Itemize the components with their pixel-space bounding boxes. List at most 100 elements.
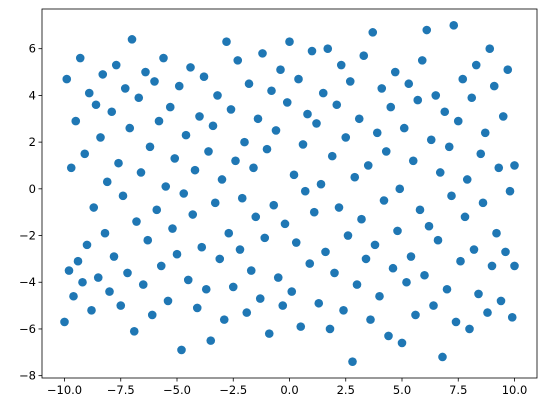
scatter-point: [237, 193, 247, 203]
scatter-point: [462, 175, 472, 184]
scatter-point: [469, 245, 479, 254]
x-tick-label: 5.0: [393, 383, 411, 397]
scatter-point: [467, 93, 477, 103]
scatter-point: [105, 287, 114, 296]
scatter-point: [69, 291, 78, 301]
scatter-point: [66, 163, 76, 173]
scatter-point: [395, 184, 405, 194]
scatter-point: [375, 291, 384, 301]
scatter-point: [100, 228, 110, 238]
scatter-point: [366, 315, 375, 324]
scatter-point: [379, 196, 389, 205]
scatter-point: [381, 147, 391, 156]
scatter-point: [343, 231, 353, 240]
scatter-point: [240, 137, 249, 147]
scatter-point: [249, 163, 258, 173]
scatter-point: [487, 261, 497, 271]
scatter-point: [507, 312, 517, 322]
scatter-point: [435, 168, 445, 177]
scatter-point: [246, 266, 256, 275]
scatter-point: [269, 200, 279, 210]
scatter-point: [352, 280, 362, 289]
scatter-point: [442, 284, 452, 294]
scatter-point: [476, 149, 486, 159]
x-tick-label: 2.5: [337, 383, 355, 397]
scatter-point: [179, 189, 189, 198]
scatter-point: [226, 105, 236, 114]
scatter-point: [228, 282, 238, 292]
scatter-point: [192, 303, 202, 313]
scatter-point: [492, 228, 501, 238]
scatter-point: [318, 88, 328, 98]
scatter-point: [174, 81, 184, 91]
scatter-point: [278, 301, 288, 310]
scatter-point: [273, 273, 283, 282]
scatter-point: [222, 37, 231, 46]
y-tick-label: 4: [29, 88, 36, 102]
scatter-point: [71, 116, 81, 126]
x-tick-label: −10.0: [47, 383, 82, 397]
scatter-point: [78, 277, 87, 287]
scatter-point: [440, 107, 450, 117]
scatter-point: [251, 212, 261, 222]
scatter-point: [314, 298, 324, 308]
scatter-point: [152, 205, 162, 215]
scatter-point: [321, 247, 330, 257]
scatter-point: [417, 56, 427, 65]
scatter-point: [474, 289, 483, 299]
scatter-point: [393, 226, 402, 236]
scatter-point: [219, 315, 229, 324]
scatter-point: [390, 67, 400, 77]
scatter-point: [406, 252, 416, 261]
scatter-point: [235, 245, 245, 254]
scatter-point: [253, 114, 263, 124]
scatter-point: [172, 249, 182, 259]
scatter-point: [89, 203, 99, 212]
scatter-point: [498, 112, 508, 121]
scatter-point: [129, 326, 139, 336]
scatter-point: [372, 128, 382, 138]
scatter-point: [420, 270, 429, 280]
scatter-point: [339, 305, 348, 315]
scatter-point: [190, 165, 200, 175]
scatter-point: [402, 277, 411, 287]
scatter-point: [267, 86, 276, 96]
scatter-point: [201, 284, 211, 294]
scatter-point: [181, 130, 191, 140]
scatter-point: [404, 79, 414, 89]
scatter-point: [285, 37, 294, 46]
scatter-point: [82, 240, 92, 250]
scatter-point: [258, 49, 267, 58]
scatter-point: [415, 205, 425, 215]
scatter-point: [327, 151, 337, 161]
scatter-point: [136, 168, 146, 177]
scatter-point: [199, 72, 209, 82]
scatter-point: [260, 233, 270, 243]
scatter-point: [170, 154, 180, 163]
scatter-point: [120, 84, 130, 93]
scatter-point: [116, 301, 126, 310]
y-tick-label: 2: [29, 135, 36, 149]
scatter-point: [325, 324, 335, 334]
scatter-point: [80, 149, 90, 159]
x-tick-label: −2.5: [219, 383, 247, 397]
scatter-point: [370, 240, 380, 250]
scatter-point: [359, 51, 369, 61]
scatter-point: [368, 28, 378, 37]
scatter-point: [397, 338, 407, 348]
scatter-point: [134, 93, 144, 103]
scatter-point: [159, 53, 168, 63]
scatter-point: [357, 214, 366, 224]
scatter-point: [114, 158, 123, 168]
scatter-point: [503, 65, 513, 75]
scatter-point: [271, 126, 281, 135]
scatter-point: [377, 84, 387, 93]
scatter-point: [98, 70, 108, 79]
scatter-point: [224, 228, 234, 238]
scatter-point: [287, 287, 297, 296]
scatter-point: [388, 263, 398, 273]
scatter-point: [510, 161, 519, 170]
scatter-point: [93, 273, 103, 282]
scatter-point: [489, 81, 499, 91]
